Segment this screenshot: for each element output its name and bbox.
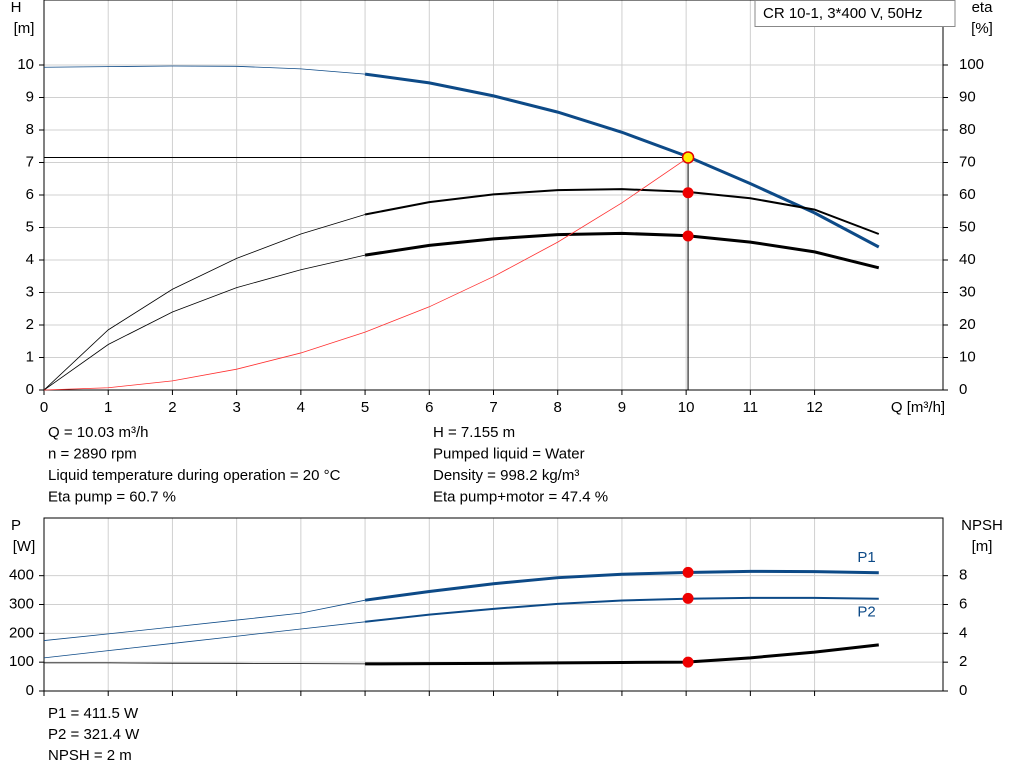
curve-operating — [364, 596, 879, 623]
y2-tick-label: 10 — [959, 348, 976, 365]
y-tick-label: 10 — [17, 56, 34, 73]
curve-extended — [43, 621, 366, 659]
curve-operating — [364, 231, 880, 270]
y2-axis-label: NPSH — [961, 517, 1003, 534]
y2-tick-label: 50 — [959, 218, 976, 235]
series-label: P2 — [857, 604, 875, 621]
info-text: Density = 998.2 kg/m³ — [433, 467, 579, 484]
y2-tick-label: 0 — [959, 381, 967, 398]
y-tick-label: 200 — [9, 624, 34, 641]
y2-tick-label: 60 — [959, 186, 976, 203]
y-tick-label: 5 — [26, 218, 34, 235]
plot-frame — [43, 0, 944, 391]
duty-point — [682, 230, 694, 242]
y-tick-label: 3 — [26, 283, 34, 300]
y-tick-label: 8 — [26, 121, 34, 138]
y-axis-unit: [W] — [13, 538, 36, 555]
x-tick-label: 11 — [743, 399, 759, 416]
y2-tick-label: 30 — [959, 283, 976, 300]
y-tick-label: 0 — [26, 682, 34, 699]
legend-box — [754, 0, 956, 27]
duty-point — [682, 592, 694, 604]
y2-tick-label: 2 — [959, 653, 967, 670]
x-tick-label: 7 — [489, 399, 497, 416]
x-tick-label: 9 — [618, 399, 626, 416]
x-axis-label: Q [m³/h] — [891, 399, 945, 416]
duty-point — [681, 151, 695, 164]
x-tick-label: 3 — [232, 399, 240, 416]
curve-operating — [365, 643, 879, 666]
y2-tick-label: 8 — [959, 567, 967, 584]
curve-extended — [43, 65, 366, 75]
curve-operating — [364, 569, 879, 602]
x-tick-label: 4 — [297, 399, 305, 416]
y2-tick-label: 0 — [959, 682, 967, 699]
curve-extended — [43, 158, 687, 391]
y-tick-label: 9 — [26, 88, 34, 105]
y2-axis-unit: [m] — [972, 538, 993, 555]
duty-point — [682, 656, 694, 668]
x-tick-label: 5 — [361, 399, 369, 416]
info-text: Pumped liquid = Water — [433, 445, 585, 462]
x-tick-label: 8 — [554, 399, 562, 416]
plot-frame — [43, 517, 944, 692]
info-text: Eta pump = 60.7 % — [48, 488, 176, 505]
x-tick-label: 0 — [40, 399, 48, 416]
info-text: P1 = 411.5 W — [48, 705, 139, 722]
info-text: Liquid temperature during operation = 20… — [48, 467, 341, 484]
y2-tick-label: 100 — [959, 56, 984, 73]
series-label: P1 — [857, 549, 875, 566]
duty-point — [682, 566, 694, 578]
curve-extended — [43, 254, 366, 391]
curve-operating — [364, 72, 880, 249]
y2-axis-label: eta — [972, 0, 994, 16]
info-text: Q = 10.03 m³/h — [48, 424, 148, 441]
y2-tick-label: 4 — [959, 624, 967, 641]
x-tick-label: 2 — [168, 399, 176, 416]
y2-tick-label: 90 — [959, 88, 976, 105]
duty-point — [682, 187, 694, 199]
y-tick-label: 0 — [26, 381, 34, 398]
info-text: P2 = 321.4 W — [48, 726, 140, 743]
y-tick-label: 100 — [9, 653, 34, 670]
curve-extended — [44, 662, 366, 665]
info-text: H = 7.155 m — [433, 424, 515, 441]
y2-tick-label: 6 — [959, 595, 967, 612]
info-text: Eta pump+motor = 47.4 % — [433, 488, 608, 505]
curve-extended — [43, 599, 366, 641]
x-tick-label: 1 — [104, 399, 112, 416]
chart-title: CR 10-1, 3*400 V, 50Hz — [763, 5, 923, 22]
plot-layer: 0 1 2 3 4 5 6 7 8 9 10 11 12012345678910010203040506… — [9, 0, 1003, 764]
curve-extended — [43, 214, 366, 391]
curve-operating — [364, 188, 880, 235]
y2-tick-label: 70 — [959, 153, 976, 170]
y-tick-label: 4 — [26, 251, 34, 268]
y-axis-label: P — [11, 517, 21, 534]
x-tick-label: 6 — [425, 399, 433, 416]
y-tick-label: 400 — [9, 567, 34, 584]
x-tick-label: 10 — [678, 399, 695, 416]
y2-tick-label: 40 — [959, 251, 976, 268]
y2-tick-label: 20 — [959, 316, 976, 333]
x-tick-label: 12 — [806, 399, 823, 416]
y-tick-label: 7 — [26, 153, 34, 170]
y-tick-label: 2 — [26, 316, 34, 333]
y2-tick-label: 80 — [959, 121, 976, 138]
y2-axis-unit: [%] — [971, 20, 993, 37]
y-tick-label: 1 — [26, 348, 34, 365]
y-tick-label: 6 — [26, 186, 34, 203]
y-axis-unit: [m] — [14, 20, 35, 37]
info-text: n = 2890 rpm — [48, 445, 137, 462]
y-axis-label: H — [11, 0, 22, 16]
y-tick-label: 300 — [9, 595, 34, 612]
info-text: NPSH = 2 m — [48, 747, 132, 764]
